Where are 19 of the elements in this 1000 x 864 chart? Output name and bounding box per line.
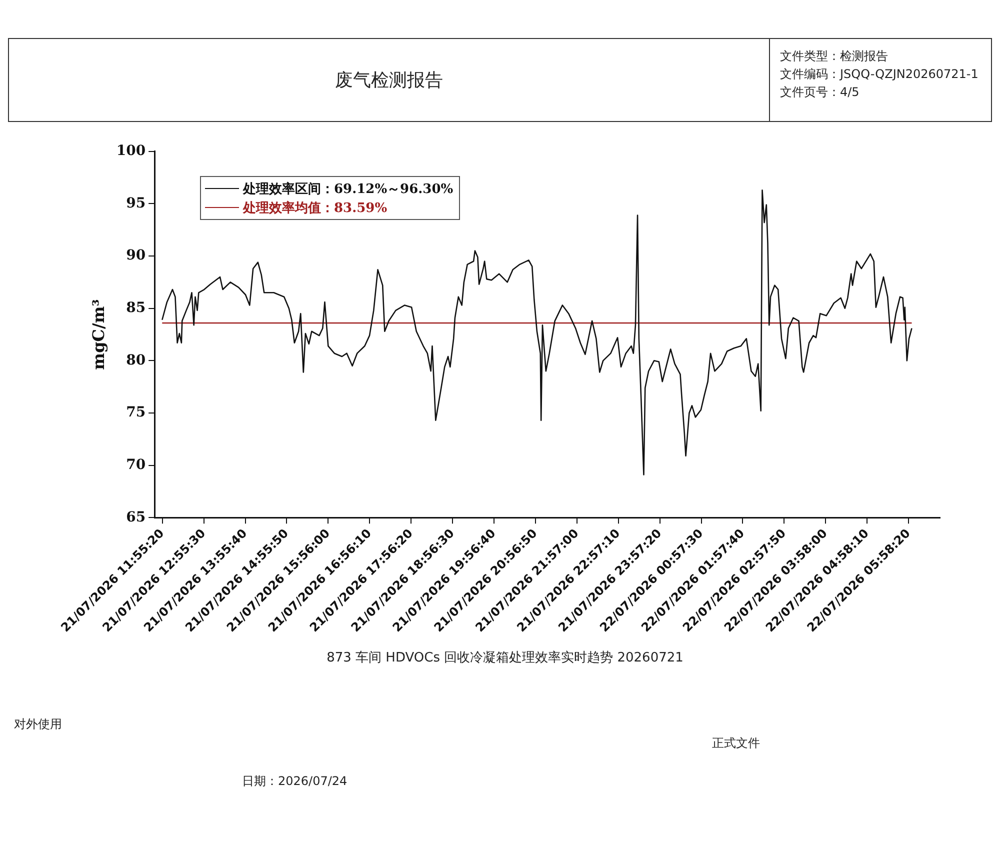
text: 对外使用 xyxy=(14,716,62,733)
y-tick-label: 75 xyxy=(126,404,146,421)
text: 日期：2026/07/24 xyxy=(242,773,348,790)
y-tick-label: 100 xyxy=(116,143,146,160)
legend-label: 处理效率区间：69.12%～96.30% xyxy=(243,180,454,198)
legend-label: 处理效率均值：83.59% xyxy=(243,200,388,216)
y-tick-label: 65 xyxy=(126,509,146,526)
y-tick-label: 90 xyxy=(126,248,146,264)
text: 文件编码：JSQQ-QZJN20260721-1 xyxy=(780,66,978,83)
text: 正式文件 xyxy=(712,735,760,752)
y-tick-label: 95 xyxy=(126,195,146,212)
text: 873 车间 HDVOCs 回收冷凝箱处理效率实时趋势 20260721 xyxy=(326,650,684,666)
text: 文件页号：4/5 xyxy=(780,84,860,101)
y-tick-label: 85 xyxy=(126,300,146,316)
y-tick-label: 70 xyxy=(126,456,146,473)
chart-subtitle: 废气检测报告 xyxy=(9,39,770,121)
y-axis-title: mgC/m³ xyxy=(88,299,108,370)
y-tick-label: 80 xyxy=(126,352,146,368)
text: 文件类型：检测报告 xyxy=(780,48,888,65)
